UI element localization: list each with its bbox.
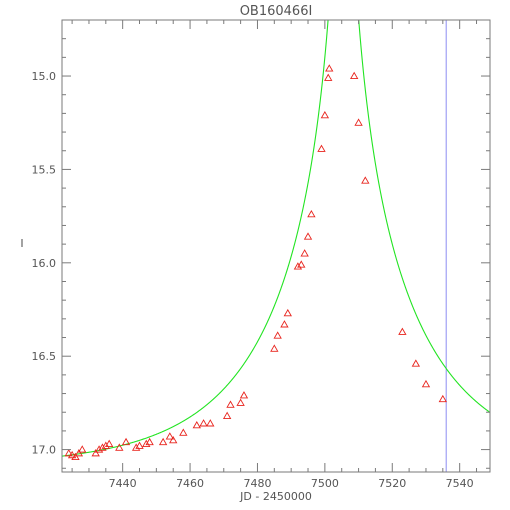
plot-inner (62, 20, 490, 472)
data-point (165, 432, 175, 440)
data-point (350, 71, 359, 80)
data-point (421, 379, 431, 388)
x-tick-label: 7520 (378, 477, 406, 490)
chart-title: OB160466I (240, 4, 313, 19)
data-point (317, 144, 326, 152)
data-point (273, 331, 282, 339)
data-point (320, 110, 330, 119)
data-point (179, 428, 188, 436)
data-point (307, 209, 316, 218)
data-point (226, 400, 235, 408)
data-point (78, 445, 87, 453)
data-point (303, 232, 313, 240)
y-tick-label: 17.0 (32, 444, 57, 457)
data-point (438, 394, 447, 403)
data-point (71, 452, 80, 461)
data-point (135, 441, 144, 449)
data-point (283, 308, 292, 317)
data-point (158, 437, 168, 446)
data-point (64, 449, 73, 457)
data-point (239, 391, 249, 399)
y-tick-label: 15.5 (32, 163, 57, 176)
data-point (74, 449, 84, 457)
data-point (121, 437, 131, 446)
data-point (398, 327, 407, 335)
data-point (297, 260, 306, 268)
data-point (101, 441, 110, 449)
data-point (169, 435, 178, 444)
data-point (280, 320, 289, 328)
x-tick-label: 7480 (243, 477, 271, 490)
plot-layer (62, 20, 490, 472)
data-point (192, 420, 201, 429)
data-point (94, 445, 104, 453)
y-tick-label: 16.0 (32, 257, 57, 270)
y-axis-label: I (20, 237, 23, 250)
data-point (325, 64, 334, 72)
axes-layer: 7440 7460 7480 7500 7520 7540 15.0 15.5 16.0 16.5… (32, 20, 490, 490)
data-point (270, 344, 279, 352)
data-point (91, 449, 100, 457)
data-point (354, 118, 363, 126)
data-point (324, 73, 333, 81)
data-point (105, 439, 114, 447)
x-tick-label: 7500 (311, 477, 339, 490)
data-point (361, 176, 370, 184)
data-point (236, 398, 245, 406)
x-tick-label: 7440 (109, 477, 137, 490)
x-axis-label: JD - 2450000 (239, 490, 312, 503)
data-point (115, 443, 124, 451)
data-point (142, 439, 151, 447)
data-point (293, 262, 303, 270)
plot-frame (61, 19, 491, 473)
x-tick-label: 7460 (176, 477, 204, 490)
model-curve-line (62, 20, 490, 457)
x-tick-label: 7540 (446, 477, 474, 490)
y-tick-label: 16.5 (32, 350, 57, 363)
data-point (300, 249, 309, 257)
data-point (145, 437, 154, 446)
y-tick-label: 15.0 (32, 70, 57, 83)
data-point (131, 443, 141, 451)
data-point (206, 419, 215, 427)
data-point (199, 419, 208, 427)
data-point (67, 450, 77, 459)
data-point (98, 443, 107, 451)
data-point (411, 359, 421, 367)
data-point (222, 411, 232, 419)
